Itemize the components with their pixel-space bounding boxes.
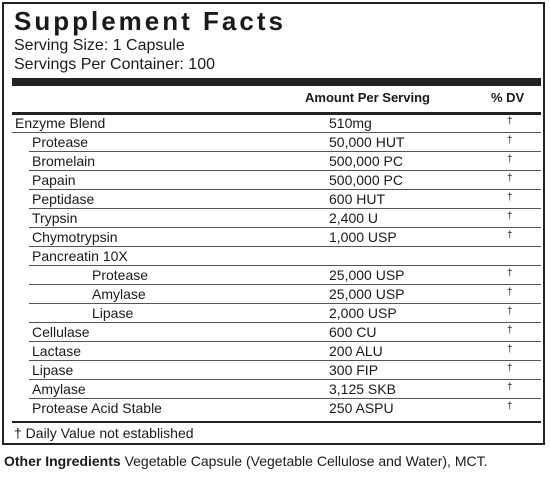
ingredient-amount: 200 ALU [329,343,383,359]
ingredient-name: Protease [32,134,89,150]
ingredient-dv: † [507,154,513,165]
table-row: Protease 25,000 USP † [12,266,541,285]
ingredient-amount: 25,000 USP [329,267,405,283]
ingredient-name: Chymotrypsin [32,229,118,245]
ingredient-name: Enzyme Blend [15,115,106,131]
thick-divider [12,78,541,86]
row-divider [12,132,541,133]
table-row: Lactase 200 ALU † [12,342,541,361]
row-divider [29,208,541,209]
ingredient-amount: 300 FIP [329,362,379,378]
ingredient-dv: † [507,325,513,336]
ingredient-dv: † [507,211,513,222]
ingredient-name: Lipase [32,362,74,378]
ingredient-name: Amylase [92,286,146,302]
table-row: Peptidase 600 HUT † [12,190,541,209]
table-row: Lipase 2,000 USP † [12,304,541,323]
row-divider [29,322,541,323]
supplement-facts-panel: Supplement Facts Serving Size: 1 Capsule… [2,2,545,445]
table-row: Papain 500,000 PC † [12,171,541,190]
ingredient-dv: † [507,287,513,298]
table-row: Pancreatin 10X [12,247,541,266]
row-divider [29,398,541,399]
ingredient-dv: † [507,192,513,203]
table-row: Cellulase 600 CU † [12,323,541,342]
ingredient-amount: 25,000 USP [329,286,405,302]
table-row: Bromelain 500,000 PC † [12,152,541,171]
ingredient-name: Protease [92,267,149,283]
ingredient-amount: 500,000 PC [329,153,403,169]
ingredient-amount: 2,000 USP [329,305,397,321]
table-row: Protease 50,000 HUT † [12,133,541,152]
ingredient-name: Cellulase [32,324,90,340]
dv-header: % DV [491,90,525,105]
ingredient-dv: † [507,401,513,412]
row-divider [29,284,541,285]
row-divider [29,303,541,304]
amount-header: Amount Per Serving [305,90,430,105]
table-row: Protease Acid Stable 250 ASPU † [12,399,541,418]
ingredient-amount: 500,000 PC [329,172,403,188]
row-divider [29,189,541,190]
ingredient-name: Amylase [32,381,86,397]
ingredient-name: Lipase [92,305,134,321]
panel-title: Supplement Facts [14,6,286,36]
ingredient-name: Peptidase [32,191,95,207]
header-divider [12,112,541,115]
ingredient-name: Papain [32,172,76,188]
row-divider [29,265,541,266]
row-divider [29,151,541,152]
ingredient-amount: 2,400 U [329,210,379,226]
ingredient-dv: † [507,268,513,279]
table-row: Chymotrypsin 1,000 USP † [12,228,541,247]
ingredient-name: Lactase [32,343,82,359]
other-ingredients-text: Vegetable Capsule (Vegetable Cellulose a… [124,453,488,469]
dv-footnote: † Daily Value not established [14,425,194,441]
ingredient-name: Protease Acid Stable [32,400,162,416]
row-divider [29,227,541,228]
ingredient-amount: 1,000 USP [329,229,397,245]
ingredient-amount: 510mg [329,115,372,131]
ingredient-name: Bromelain [32,153,96,169]
ingredient-dv: † [507,173,513,184]
row-divider [29,360,541,361]
row-divider [29,170,541,171]
ingredient-amount: 3,125 SKB [329,381,396,397]
table-row: Lipase 300 FIP † [12,361,541,380]
table-bottom-divider [12,421,541,423]
other-ingredients: Other Ingredients Vegetable Capsule (Veg… [4,451,544,471]
row-divider [29,341,541,342]
servings-per-container: Servings Per Container: 100 [14,56,215,73]
table-row: Trypsin 2,400 U † [12,209,541,228]
ingredient-dv: † [507,382,513,393]
ingredient-name: Pancreatin 10X [32,248,128,264]
serving-size: Serving Size: 1 Capsule [14,37,185,54]
ingredient-name: Trypsin [32,210,78,226]
ingredient-amount: 250 ASPU [329,400,394,416]
ingredient-dv: † [507,344,513,355]
ingredient-amount: 600 CU [329,324,377,340]
ingredient-dv: † [507,363,513,374]
row-divider [29,379,541,380]
ingredient-dv: † [507,306,513,317]
table-row: Amylase 25,000 USP † [12,285,541,304]
row-divider [29,246,541,247]
table-row: Amylase 3,125 SKB † [12,380,541,399]
ingredient-dv: † [507,230,513,241]
ingredient-dv: † [507,135,513,146]
table-row: Enzyme Blend 510mg † [12,114,541,133]
other-ingredients-label: Other Ingredients [4,453,121,469]
ingredient-dv: † [507,116,513,127]
ingredient-amount: 600 HUT [329,191,386,207]
ingredient-amount: 50,000 HUT [329,134,405,150]
